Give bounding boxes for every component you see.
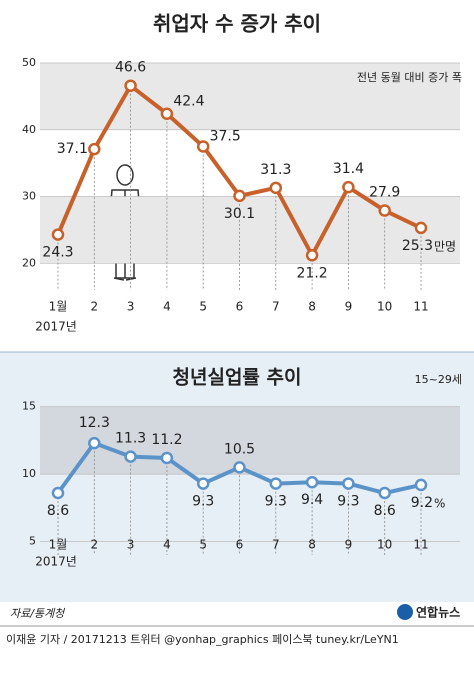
y-tick-label: 30 [22,190,36,203]
point [342,477,355,490]
point [233,189,246,203]
logo-mark [397,604,413,620]
x-tick-label: 4 [163,538,171,552]
point [378,486,391,500]
x-tick-label: 3 [127,538,135,552]
x-tick-label: 5 [199,300,207,314]
lower-panel [0,352,474,602]
point [342,180,355,194]
x-tick-label: 2 [90,538,98,552]
point [414,478,428,492]
point [269,477,283,490]
y-tick-label: 10 [22,467,36,480]
value-label: 37.1 [57,141,88,157]
y-tick-label: 5 [29,535,36,548]
point [233,461,246,474]
point [124,79,137,92]
x-tick-label: 9 [345,538,353,552]
value-label: 24.3 [42,245,73,261]
value-label: 9.3 [337,494,359,510]
point [305,249,319,262]
point [88,436,101,450]
x-tick-label: 10 [377,538,392,552]
y-tick-label: 20 [22,256,36,269]
value-label: 27.9 [369,185,400,201]
value-label: 31.4 [333,161,364,177]
point [51,486,65,500]
chart-title: 청년실업률 추이 [173,367,302,389]
value-label: 11.2 [151,432,182,448]
chart-title: 취업자 수 증가 추이 [153,12,321,36]
x-tick-label: 2 [90,300,98,314]
x-tick-label: 8 [308,300,316,314]
value-label: 8.6 [374,503,396,519]
value-label: 10.5 [224,441,255,457]
y-tick-label: 15 [22,400,36,413]
annotation: 전년 동월 대비 증가 폭 [357,71,462,84]
point [160,107,174,120]
value-label: 21.2 [297,265,328,281]
unit-label: 만명 [434,239,456,253]
footer: 이재윤 기자 / 20171213 트위터 @yonhap_graphics 페… [6,633,399,646]
x-tick-label: 3 [127,300,135,314]
value-label: 46.6 [115,60,146,76]
value-label: 9.2 [411,495,433,511]
point [305,475,319,489]
value-label: 9.4 [301,492,323,508]
x-tick-label: 1월 [49,300,68,314]
x-tick-label: 11 [413,538,428,552]
point [269,181,283,195]
point [378,204,391,217]
value-label: 31.3 [260,162,291,178]
x-tick-label: 11 [413,300,428,314]
x-tick-label: 5 [199,538,207,552]
grid-band [40,406,460,475]
x-tick-label: 1월 [49,538,68,552]
value-label: 9.3 [265,494,287,510]
x-tick-label: 6 [236,300,244,314]
x-tick-label: 6 [236,538,244,552]
y-tick-label: 40 [22,123,36,136]
point [414,221,428,235]
year-label: 2017년 [35,320,77,334]
x-tick-label: 4 [163,300,171,314]
value-label: 25.3 [402,238,433,254]
x-tick-label: 8 [308,538,316,552]
value-label: 9.3 [192,494,214,510]
value-label: 30.1 [224,206,255,222]
x-tick-label: 7 [272,300,280,314]
point [88,142,101,156]
value-label: 8.6 [47,503,69,519]
value-label: 12.3 [79,415,110,431]
unit-label: % [434,496,445,510]
value-label: 11.3 [115,431,146,447]
value-label: 37.5 [210,128,241,144]
annotation: 15~29세 [415,373,462,386]
point [124,450,137,463]
logo: 연합뉴스 [416,605,460,620]
value-label: 42.4 [173,94,204,110]
point [51,228,65,241]
point [160,451,174,465]
x-tick-label: 9 [345,300,353,314]
y-tick-label: 50 [22,56,36,69]
source: 자료/통계청 [10,607,66,620]
x-tick-label: 7 [272,538,280,552]
x-tick-label: 10 [377,300,392,314]
year-label: 2017년 [35,555,77,569]
point [196,140,210,153]
point [196,477,210,490]
